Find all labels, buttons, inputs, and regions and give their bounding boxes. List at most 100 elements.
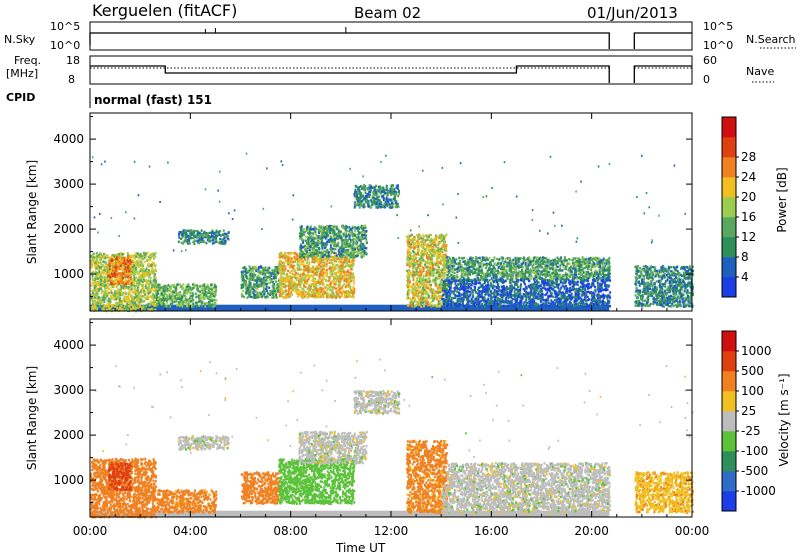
echo-cell <box>207 284 209 286</box>
echo-cell <box>125 263 127 265</box>
echo-cell <box>330 295 332 297</box>
nsky-label: N.Sky <box>4 33 36 46</box>
echo-cell <box>148 269 150 271</box>
echo-cell <box>321 239 323 241</box>
echo-cell <box>322 256 324 258</box>
echo-cell <box>309 254 311 256</box>
echo-cell <box>358 192 360 194</box>
echo-cell <box>201 229 203 231</box>
echo-cell <box>360 256 362 258</box>
echo-cell <box>190 288 192 290</box>
echo-cell <box>318 264 320 266</box>
echo-cell <box>343 271 345 273</box>
echo-cell <box>99 259 101 261</box>
echo-cell <box>376 201 378 203</box>
echo-cell <box>139 305 141 307</box>
echo-cell <box>198 231 200 233</box>
echo-cell <box>295 253 297 255</box>
echo-cell <box>323 250 325 252</box>
echo-cell <box>297 256 299 258</box>
echo-cell <box>176 294 178 296</box>
echo-cell <box>288 293 290 295</box>
echo-cell <box>354 250 356 252</box>
echo-cell <box>282 255 284 257</box>
echo-cell <box>208 305 210 307</box>
echo-cell <box>315 265 317 267</box>
echo-cell <box>253 296 255 298</box>
echo-cell <box>197 290 199 292</box>
echo-cell <box>209 232 211 234</box>
echo-cell <box>306 245 308 247</box>
echo-cell <box>208 291 210 293</box>
echo-cell <box>307 259 309 261</box>
echo-cell <box>212 237 214 239</box>
echo-cell <box>340 280 342 282</box>
echo-cell <box>250 273 252 275</box>
echo-cell <box>304 231 306 233</box>
echo-cell <box>303 270 305 272</box>
echo-cell <box>94 278 96 280</box>
echo-cell <box>186 229 188 231</box>
echo-cell <box>328 255 330 257</box>
echo-cell <box>181 242 183 244</box>
echo-cell <box>210 293 212 295</box>
echo-cell <box>352 227 354 229</box>
echo-cell <box>361 186 363 188</box>
echo-cell <box>357 252 359 254</box>
echo-cell <box>248 271 250 273</box>
echo-cell <box>352 235 354 237</box>
echo-cell <box>437 247 439 249</box>
echo-cell <box>258 277 260 279</box>
echo-cell <box>154 285 156 287</box>
echo-cell <box>341 239 343 241</box>
echo-cell <box>339 232 341 234</box>
nave-tick-top: 60 <box>703 54 717 67</box>
echo-cell <box>285 268 287 270</box>
echo-cell <box>316 249 318 251</box>
echo-cell <box>327 249 329 251</box>
echo-cell <box>135 264 137 266</box>
echo-cell <box>444 268 446 270</box>
echo-cell <box>113 268 115 270</box>
echo-cell <box>412 267 414 269</box>
echo-cell <box>386 203 388 205</box>
echo-cell <box>353 279 355 281</box>
echo-cell <box>97 278 99 280</box>
echo-cell <box>357 187 359 189</box>
echo-cell <box>290 262 292 264</box>
echo-cell <box>119 292 121 294</box>
echo-cell <box>192 292 194 294</box>
echo-cell <box>101 277 103 279</box>
echo-cell <box>101 292 103 294</box>
echo-cell <box>391 206 393 208</box>
echo-cell <box>264 290 266 292</box>
echo-cell <box>363 232 365 234</box>
echo-cell <box>412 303 414 305</box>
echo-cell <box>169 297 171 299</box>
echo-cell <box>129 293 131 295</box>
echo-cell <box>278 261 280 263</box>
echo-cell <box>246 272 248 274</box>
echo-cell <box>189 234 191 236</box>
echo-cell <box>151 295 153 297</box>
echo-cell <box>287 258 289 260</box>
echo-cell <box>332 256 334 258</box>
echo-cell <box>302 241 304 243</box>
echo-cell <box>297 260 299 262</box>
echo-cell <box>366 230 368 232</box>
echo-cell <box>348 281 350 283</box>
echo-cell <box>108 257 110 259</box>
echo-cell <box>289 272 291 274</box>
echo-cell <box>142 272 144 274</box>
echo-cell <box>342 292 344 294</box>
echo-cell <box>262 280 264 282</box>
echo-cell <box>356 195 358 197</box>
echo-cell <box>323 276 325 278</box>
echo-cell <box>124 291 126 293</box>
echo-cell <box>298 268 300 270</box>
echo-cell <box>303 234 305 236</box>
echo-cell <box>245 292 247 294</box>
echo-cell <box>243 279 245 281</box>
echo-cell <box>316 235 318 237</box>
